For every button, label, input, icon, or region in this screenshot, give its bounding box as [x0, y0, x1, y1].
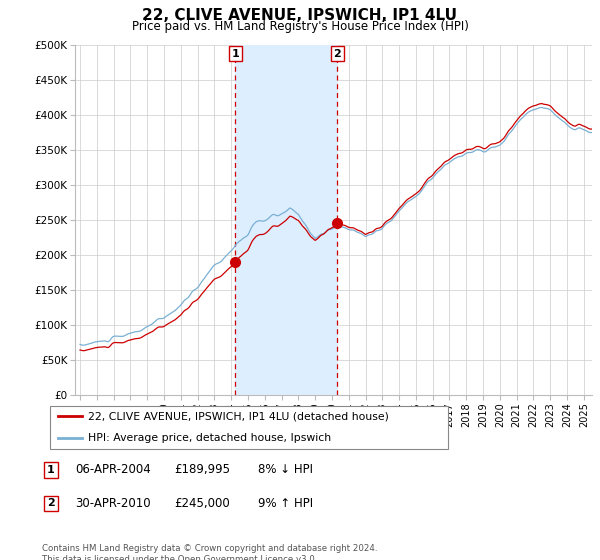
Text: Price paid vs. HM Land Registry's House Price Index (HPI): Price paid vs. HM Land Registry's House …	[131, 20, 469, 32]
Text: 9% ↑ HPI: 9% ↑ HPI	[258, 497, 313, 510]
Text: Contains HM Land Registry data © Crown copyright and database right 2024.
This d: Contains HM Land Registry data © Crown c…	[42, 544, 377, 560]
Text: £245,000: £245,000	[174, 497, 230, 510]
Text: 30-APR-2010: 30-APR-2010	[75, 497, 151, 510]
Text: £189,995: £189,995	[174, 463, 230, 477]
Text: HPI: Average price, detached house, Ipswich: HPI: Average price, detached house, Ipsw…	[88, 433, 331, 443]
Bar	[235, 45, 337, 395]
FancyBboxPatch shape	[50, 406, 448, 450]
Text: 8% ↓ HPI: 8% ↓ HPI	[258, 463, 313, 477]
Text: 1: 1	[232, 49, 239, 59]
Text: 22, CLIVE AVENUE, IPSWICH, IP1 4LU: 22, CLIVE AVENUE, IPSWICH, IP1 4LU	[143, 8, 458, 24]
Text: 2: 2	[334, 49, 341, 59]
Text: 06-APR-2004: 06-APR-2004	[75, 463, 151, 477]
Text: 22, CLIVE AVENUE, IPSWICH, IP1 4LU (detached house): 22, CLIVE AVENUE, IPSWICH, IP1 4LU (deta…	[88, 412, 389, 421]
Text: 1: 1	[47, 465, 55, 475]
Text: 2: 2	[47, 498, 55, 508]
